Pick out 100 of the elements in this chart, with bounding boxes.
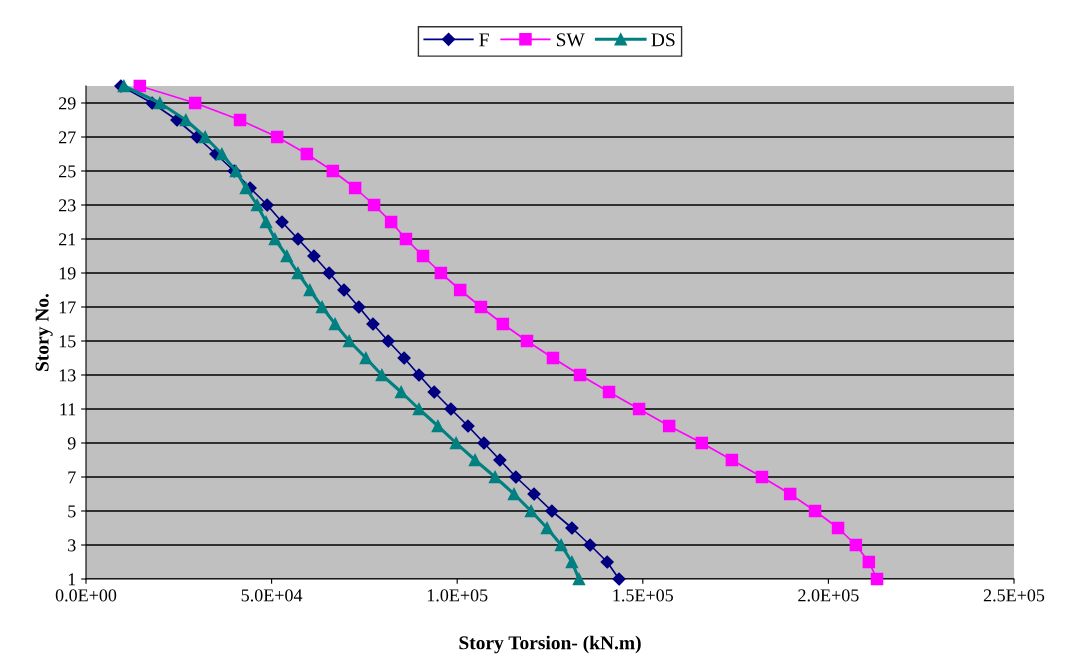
- point: [520, 334, 534, 348]
- point: [153, 96, 167, 110]
- point: [188, 96, 202, 110]
- y-tick-label: 13: [59, 369, 76, 382]
- point: [632, 402, 646, 416]
- point: [303, 283, 317, 297]
- point: [477, 436, 491, 450]
- y-tick-label: 21: [59, 233, 76, 246]
- point: [307, 249, 321, 263]
- point: [546, 351, 560, 365]
- legend-label: DS: [651, 33, 675, 47]
- x-tick-label: 0.0E+00: [55, 589, 117, 602]
- point: [468, 453, 482, 467]
- x-tick-label: 1.0E+05: [427, 589, 488, 602]
- point: [849, 538, 863, 552]
- point: [280, 249, 294, 263]
- point: [540, 521, 554, 535]
- point: [300, 147, 314, 161]
- point: [337, 283, 351, 297]
- y-tick-label: 23: [59, 199, 76, 212]
- legend-label: F: [479, 33, 489, 47]
- point: [434, 266, 448, 280]
- point: [291, 266, 305, 280]
- point: [474, 300, 488, 314]
- point: [359, 351, 373, 365]
- point: [322, 266, 336, 280]
- point: [397, 351, 411, 365]
- x-tick-label: 1.5E+05: [613, 589, 674, 602]
- y-axis-title: Story No.: [35, 293, 53, 371]
- point: [662, 419, 676, 433]
- point: [755, 470, 769, 484]
- point: [449, 436, 463, 450]
- point: [352, 300, 366, 314]
- point: [461, 419, 475, 433]
- point: [695, 436, 709, 450]
- point: [862, 555, 876, 569]
- point: [600, 555, 614, 569]
- point: [453, 283, 467, 297]
- point: [612, 572, 626, 586]
- y-tick-label: 9: [67, 437, 76, 450]
- x-tick-label: 5.0E+04: [241, 589, 303, 602]
- point: [275, 215, 289, 229]
- legend-label: SW: [556, 33, 585, 47]
- point: [215, 147, 229, 161]
- y-tick-label: 27: [59, 131, 76, 144]
- point: [565, 521, 579, 535]
- point: [565, 555, 579, 569]
- point: [412, 402, 426, 416]
- point: [384, 215, 398, 229]
- point: [602, 385, 616, 399]
- point: [328, 317, 342, 331]
- point: [509, 470, 523, 484]
- point: [375, 368, 389, 382]
- point: [808, 504, 822, 518]
- point: [831, 521, 845, 535]
- y-tick-label: 15: [59, 335, 76, 348]
- point: [259, 215, 273, 229]
- point: [527, 487, 541, 501]
- y-tick-label: 29: [59, 97, 76, 110]
- x-axis-title: Story Torsion- (kN.m): [459, 635, 641, 654]
- point: [326, 164, 340, 178]
- point: [416, 249, 430, 263]
- y-tick-label: 1: [68, 573, 76, 586]
- point: [488, 470, 502, 484]
- point: [399, 232, 413, 246]
- point: [394, 385, 408, 399]
- point: [572, 572, 586, 586]
- x-tick-label: 2.0E+05: [798, 589, 859, 602]
- y-tick-label: 11: [60, 403, 76, 416]
- point: [545, 504, 559, 518]
- point: [381, 334, 395, 348]
- y-tick-label: 17: [59, 301, 76, 314]
- point: [260, 198, 274, 212]
- point: [507, 487, 521, 501]
- point: [367, 198, 381, 212]
- point: [444, 402, 458, 416]
- point: [239, 181, 253, 195]
- point: [524, 504, 538, 518]
- point: [554, 538, 568, 552]
- point: [493, 453, 507, 467]
- point: [233, 113, 247, 127]
- point: [431, 419, 445, 433]
- point: [315, 300, 329, 314]
- point: [348, 181, 362, 195]
- point: [270, 130, 284, 144]
- point: [291, 232, 305, 246]
- point: [268, 232, 282, 246]
- point: [573, 368, 587, 382]
- y-tick-label: 19: [59, 267, 76, 280]
- point: [250, 198, 264, 212]
- point: [870, 572, 884, 586]
- y-tick-label: 3: [68, 539, 76, 552]
- point: [342, 334, 356, 348]
- x-tick-label: 2.5E+05: [983, 589, 1045, 602]
- point: [496, 317, 510, 331]
- point: [725, 453, 739, 467]
- point: [583, 538, 597, 552]
- point: [427, 385, 441, 399]
- y-tick-label: 7: [68, 471, 76, 484]
- y-tick-label: 25: [59, 165, 76, 178]
